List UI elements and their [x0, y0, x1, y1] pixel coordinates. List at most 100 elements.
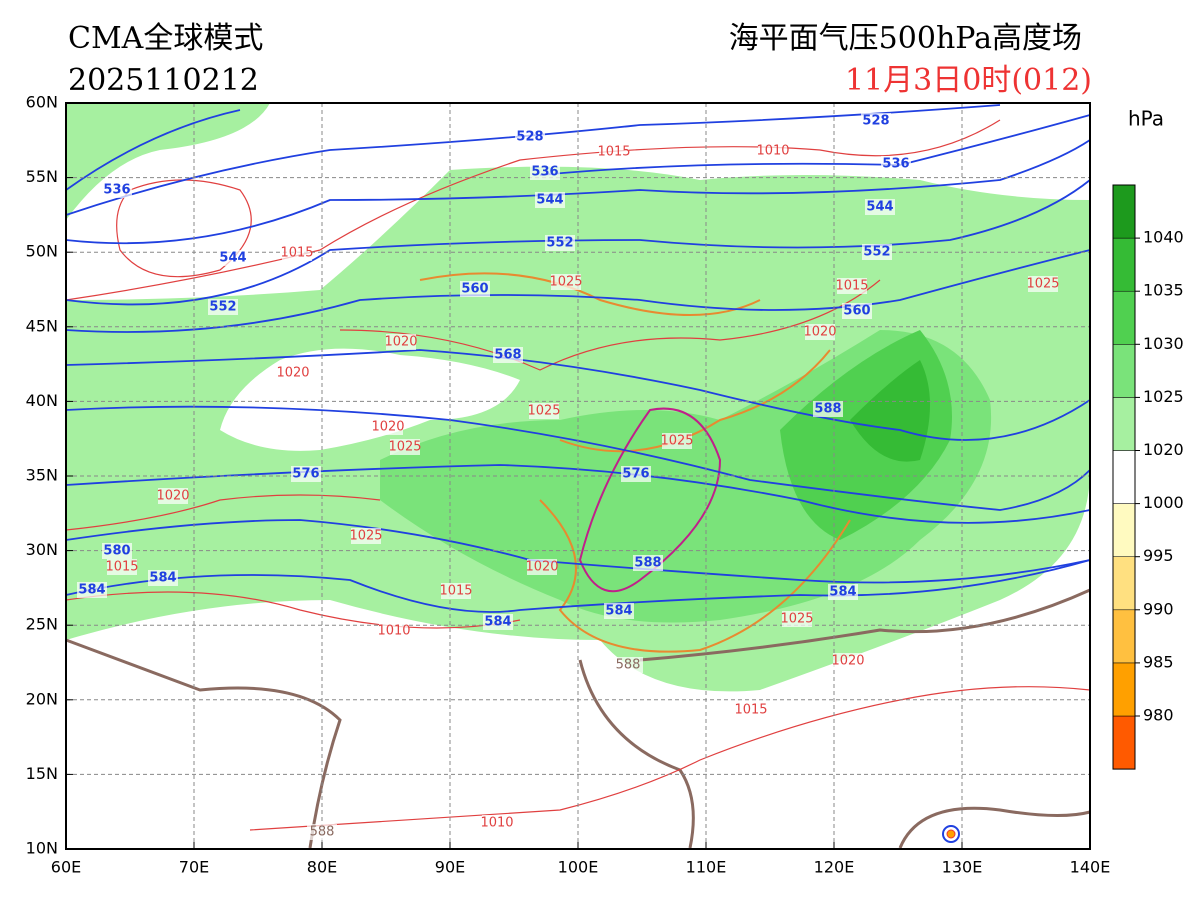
x-tick-label: 110E	[686, 858, 727, 877]
y-tick-label: 35N	[26, 466, 58, 485]
ridge-label: 588	[616, 658, 641, 673]
contour-label-bg	[102, 182, 132, 198]
height-contour	[65, 249, 1091, 333]
isobar-label: 1010	[377, 624, 410, 639]
province-line	[578, 407, 722, 593]
contour-label-bg	[621, 466, 651, 482]
contour-label-bg	[158, 488, 188, 504]
x-tick-label: 90E	[435, 858, 465, 877]
isobar-label: 1015	[597, 145, 630, 160]
isobar-label: 1020	[276, 366, 309, 381]
height-contour-label: 528	[516, 130, 543, 145]
contour-label-bg	[441, 583, 471, 599]
contour-label-bg	[828, 584, 858, 600]
colorbar-band	[1112, 397, 1136, 451]
isobar-label: 1025	[349, 529, 382, 544]
y-tick-label: 55N	[26, 167, 58, 186]
y-tick-label: 20N	[26, 689, 58, 708]
contour-label-bg	[386, 334, 416, 350]
contour-label-bg	[535, 192, 565, 208]
isobar-label: 1025	[549, 275, 582, 290]
isobar-label: 1025	[1026, 277, 1059, 292]
y-tick-label: 60N	[26, 93, 58, 112]
contour-label-bg	[881, 156, 911, 172]
typhoon-contour	[942, 825, 960, 843]
contour-label-bg	[482, 815, 512, 831]
y-tick-label: 45N	[26, 316, 58, 335]
isobar-label: 1025	[780, 612, 813, 627]
colorbar-tick-label: 985	[1143, 652, 1174, 671]
contour-label-bg	[218, 250, 248, 266]
isobar	[65, 494, 521, 629]
colorbar-tick-label: 995	[1143, 546, 1174, 565]
colorbar-band	[1112, 184, 1136, 239]
contour-label-bg	[390, 439, 420, 455]
x-tick-label: 80E	[307, 858, 337, 877]
colorbar-tick-label: 1030	[1143, 334, 1184, 353]
isobar-label: 1020	[156, 489, 189, 504]
y-tick-label: 50N	[26, 242, 58, 261]
contour-label-bg	[515, 129, 545, 145]
contour-label-bg	[813, 401, 843, 417]
map-frame	[65, 102, 1091, 850]
contour-label-bg	[551, 274, 581, 290]
colorbar-band	[1112, 715, 1136, 770]
isobar-label: 1025	[388, 440, 421, 455]
height-contour-label: 576	[292, 467, 319, 482]
height-contour-label: 588	[634, 556, 661, 571]
y-tick-label: 25N	[26, 615, 58, 634]
contour-label-bg	[604, 603, 634, 619]
contour-label-bg	[483, 614, 513, 630]
colorbar-tick-label: 1000	[1143, 493, 1184, 512]
height-contour-label: 584	[829, 585, 856, 600]
contour-label-bg	[613, 657, 643, 673]
contour-label-bg	[529, 403, 559, 419]
contour-label-bg	[282, 245, 312, 261]
contour-label-bg	[493, 347, 523, 363]
x-tick-label: 100E	[558, 858, 599, 877]
colorbar-band	[1112, 450, 1136, 504]
isobar-label: 1015	[105, 560, 138, 575]
x-tick-label: 70E	[179, 858, 209, 877]
contour-label-bg	[633, 555, 663, 571]
height-contour-label: 588	[814, 402, 841, 417]
contour-label-bg	[833, 653, 863, 669]
height-contour	[65, 109, 1091, 191]
isobar-label: 1015	[734, 703, 767, 718]
isobar-label: 1020	[371, 420, 404, 435]
contour-label-bg	[662, 433, 692, 449]
isobar-label: 1015	[835, 279, 868, 294]
contour-label-bg	[782, 611, 812, 627]
isobar-label: 1010	[480, 816, 513, 831]
x-tick-label: 130E	[942, 858, 983, 877]
height-contour-label: 560	[843, 304, 870, 319]
colorbar-band	[1112, 290, 1136, 345]
height-contour-label: 552	[209, 300, 236, 315]
init-time: 2025110212	[68, 63, 259, 98]
height-contour-label: 536	[531, 165, 558, 180]
contour-label-bg	[758, 143, 788, 159]
product-title: 海平面气压500hPa高度场	[729, 21, 1082, 56]
height-contour-label: 536	[882, 157, 909, 172]
isobar-label: 1020	[384, 335, 417, 350]
height-contour-label: 584	[78, 583, 105, 598]
isobar-label: 1010	[756, 144, 789, 159]
colorbar-tick-label: 1035	[1143, 281, 1184, 300]
height-contour-label: 568	[494, 348, 521, 363]
y-tick-label: 30N	[26, 540, 58, 559]
height-contour-label: 552	[546, 236, 573, 251]
colorbar-tick-label: 1025	[1143, 387, 1184, 406]
height-contour	[65, 559, 1091, 613]
isobar-label: 1020	[803, 325, 836, 340]
height-contour-label: 528	[862, 114, 889, 129]
ridge-label: 588	[310, 825, 335, 840]
contour-label-bg	[861, 113, 891, 129]
contour-label-bg	[527, 559, 557, 575]
colorbar-tick-label: 980	[1143, 706, 1174, 725]
contour-label-bg	[278, 365, 308, 381]
colorbar-band	[1112, 556, 1136, 611]
contour-label-bg	[862, 244, 892, 260]
contour-label-bg	[307, 824, 337, 840]
height-contour	[65, 139, 1091, 245]
